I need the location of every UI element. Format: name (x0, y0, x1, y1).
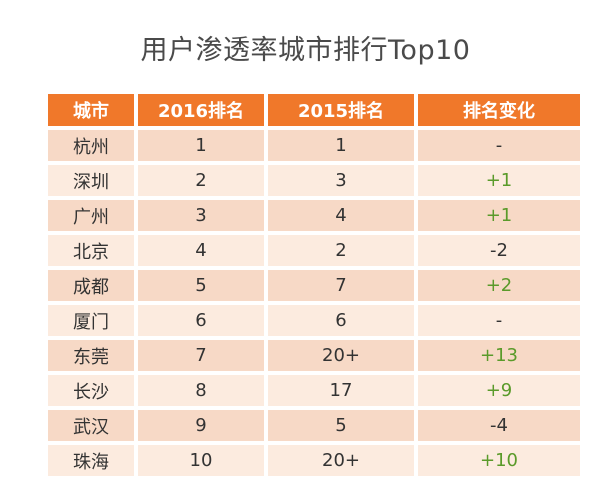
cell-rank-change: +10 (418, 445, 580, 476)
table-row: 长沙 8 17 +9 (48, 375, 580, 406)
cell-city: 杭州 (48, 130, 134, 161)
cell-rank-change: +13 (418, 340, 580, 371)
cell-rank-2016: 7 (138, 340, 264, 371)
cell-city: 成都 (48, 270, 134, 301)
cell-rank-2016: 8 (138, 375, 264, 406)
ranking-table: 城市 2016排名 2015排名 排名变化 杭州 1 1 - 深圳 2 3 +1… (44, 90, 584, 480)
cell-city: 长沙 (48, 375, 134, 406)
cell-rank-change: +1 (418, 200, 580, 231)
cell-rank-change: +2 (418, 270, 580, 301)
table-row: 成都 5 7 +2 (48, 270, 580, 301)
table-row: 北京 4 2 -2 (48, 235, 580, 266)
cell-city: 武汉 (48, 410, 134, 441)
cell-rank-change: +1 (418, 165, 580, 196)
cell-city: 深圳 (48, 165, 134, 196)
cell-city: 珠海 (48, 445, 134, 476)
cell-city: 广州 (48, 200, 134, 231)
cell-rank-2016: 5 (138, 270, 264, 301)
cell-rank-2015: 4 (268, 200, 414, 231)
cell-rank-2016: 2 (138, 165, 264, 196)
table-row: 广州 3 4 +1 (48, 200, 580, 231)
table-row: 武汉 9 5 -4 (48, 410, 580, 441)
page-title: 用户渗透率城市排行Top10 (140, 35, 471, 66)
table-row: 深圳 2 3 +1 (48, 165, 580, 196)
cell-rank-2015: 20+ (268, 445, 414, 476)
cell-rank-change: - (418, 305, 580, 336)
cell-rank-2016: 3 (138, 200, 264, 231)
cell-rank-2015: 20+ (268, 340, 414, 371)
cell-rank-2015: 5 (268, 410, 414, 441)
cell-rank-2015: 1 (268, 130, 414, 161)
header-rank-2015: 2015排名 (268, 94, 414, 126)
table-row: 东莞 7 20+ +13 (48, 340, 580, 371)
header-rank-2016: 2016排名 (138, 94, 264, 126)
header-rank-change: 排名变化 (418, 94, 580, 126)
cell-rank-2016: 1 (138, 130, 264, 161)
cell-rank-2015: 17 (268, 375, 414, 406)
cell-rank-2016: 10 (138, 445, 264, 476)
header-city: 城市 (48, 94, 134, 126)
cell-city: 东莞 (48, 340, 134, 371)
table-row: 厦门 6 6 - (48, 305, 580, 336)
table-row: 珠海 10 20+ +10 (48, 445, 580, 476)
cell-city: 厦门 (48, 305, 134, 336)
cell-rank-2016: 6 (138, 305, 264, 336)
cell-rank-2016: 4 (138, 235, 264, 266)
cell-city: 北京 (48, 235, 134, 266)
table-header-row: 城市 2016排名 2015排名 排名变化 (48, 94, 580, 126)
table-row: 杭州 1 1 - (48, 130, 580, 161)
cell-rank-change: +9 (418, 375, 580, 406)
cell-rank-2015: 3 (268, 165, 414, 196)
cell-rank-2015: 6 (268, 305, 414, 336)
cell-rank-2015: 7 (268, 270, 414, 301)
cell-rank-change: -4 (418, 410, 580, 441)
cell-rank-2015: 2 (268, 235, 414, 266)
cell-rank-change: -2 (418, 235, 580, 266)
cell-rank-change: - (418, 130, 580, 161)
cell-rank-2016: 9 (138, 410, 264, 441)
